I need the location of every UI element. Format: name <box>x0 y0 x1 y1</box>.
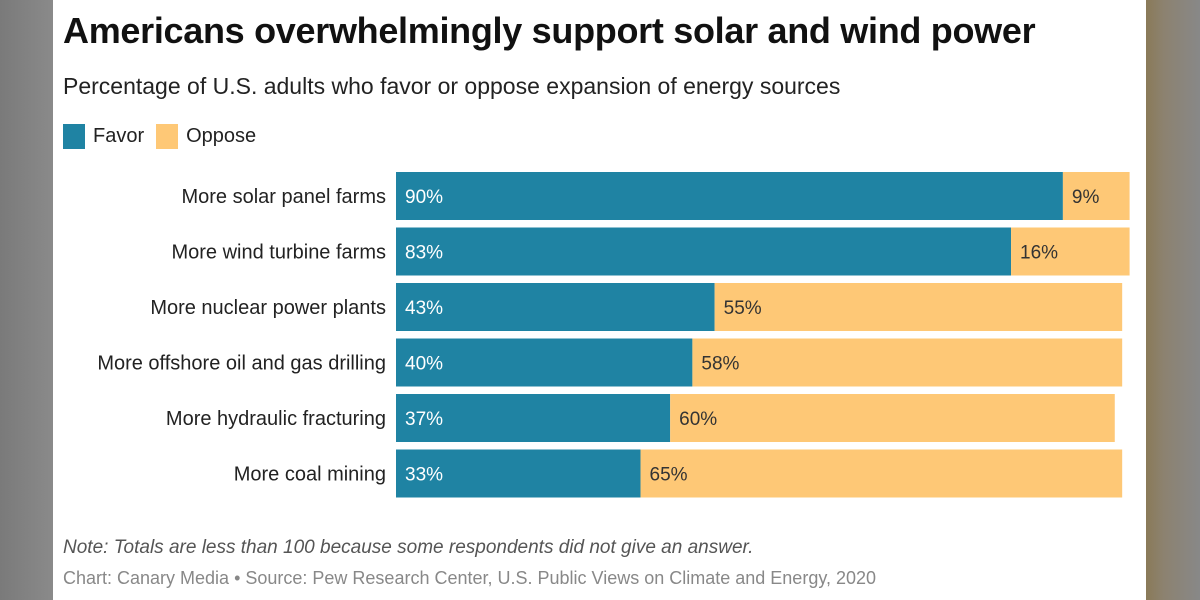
data-label-oppose: 58% <box>701 354 739 375</box>
legend-label-oppose: Oppose <box>186 125 257 147</box>
legend-item-favor: Favor <box>63 124 144 149</box>
data-label-favor: 40% <box>405 354 443 375</box>
category-label: More offshore oil and gas drilling <box>97 353 386 375</box>
category-label: More coal mining <box>234 464 386 486</box>
bar-row-more-nuclear-power-plants: More nuclear power plants 43% 55% <box>150 283 1123 331</box>
bar-favor <box>396 338 693 387</box>
data-label-oppose: 55% <box>724 298 762 319</box>
data-label-oppose: 9% <box>1072 187 1100 208</box>
data-label-favor: 90% <box>405 187 443 208</box>
chart-card: Americans overwhelmingly support solar a… <box>53 0 1146 600</box>
bar-favor <box>396 227 1012 276</box>
category-label: More nuclear power plants <box>150 297 386 319</box>
bar-oppose <box>692 338 1123 387</box>
bar-oppose <box>670 394 1115 442</box>
data-label-oppose: 16% <box>1020 243 1058 264</box>
bar-favor <box>396 449 641 498</box>
bar-row-more-offshore-oil-and-gas-drilling: More offshore oil and gas drilling 40% 58% <box>97 338 1123 387</box>
chart-subtitle: Percentage of U.S. adults who favor or o… <box>63 73 841 99</box>
bar-row-more-wind-turbine-farms: More wind turbine farms 83% 16% <box>171 227 1130 276</box>
category-label: More solar panel farms <box>181 186 386 208</box>
bar-oppose <box>1011 227 1130 276</box>
bar-oppose <box>714 283 1123 331</box>
data-label-favor: 33% <box>405 465 443 486</box>
chart-source: Chart: Canary Media • Source: Pew Resear… <box>63 568 877 588</box>
bar-favor <box>396 172 1063 220</box>
data-label-favor: 83% <box>405 243 443 264</box>
bar-oppose <box>1062 172 1130 220</box>
chart-title: Americans overwhelmingly support solar a… <box>63 10 1036 51</box>
bar-favor <box>396 283 715 331</box>
legend-label-favor: Favor <box>93 125 145 147</box>
bar-oppose <box>640 449 1123 498</box>
category-label: More wind turbine farms <box>171 242 386 264</box>
bar-row-more-coal-mining: More coal mining 33% 65% <box>234 449 1123 498</box>
legend-item-oppose: Oppose <box>156 124 256 149</box>
legend: Favor Oppose <box>63 124 268 149</box>
bar-chart: More solar panel farms 90% 9% More wind tur… <box>97 172 1130 498</box>
bar-row-more-hydraulic-fracturing: More hydraulic fracturing 37% 60% <box>166 394 1115 442</box>
bar-favor <box>396 394 671 442</box>
data-label-favor: 37% <box>405 409 443 430</box>
data-label-favor: 43% <box>405 298 443 319</box>
data-label-oppose: 65% <box>650 465 688 486</box>
category-label: More hydraulic fracturing <box>166 408 386 430</box>
data-label-oppose: 60% <box>679 409 717 430</box>
chart-note: Note: Totals are less than 100 because s… <box>63 537 754 558</box>
legend-swatch-oppose <box>156 124 179 149</box>
legend-swatch-favor <box>63 124 85 149</box>
bar-row-more-solar-panel-farms: More solar panel farms 90% 9% <box>181 172 1130 220</box>
